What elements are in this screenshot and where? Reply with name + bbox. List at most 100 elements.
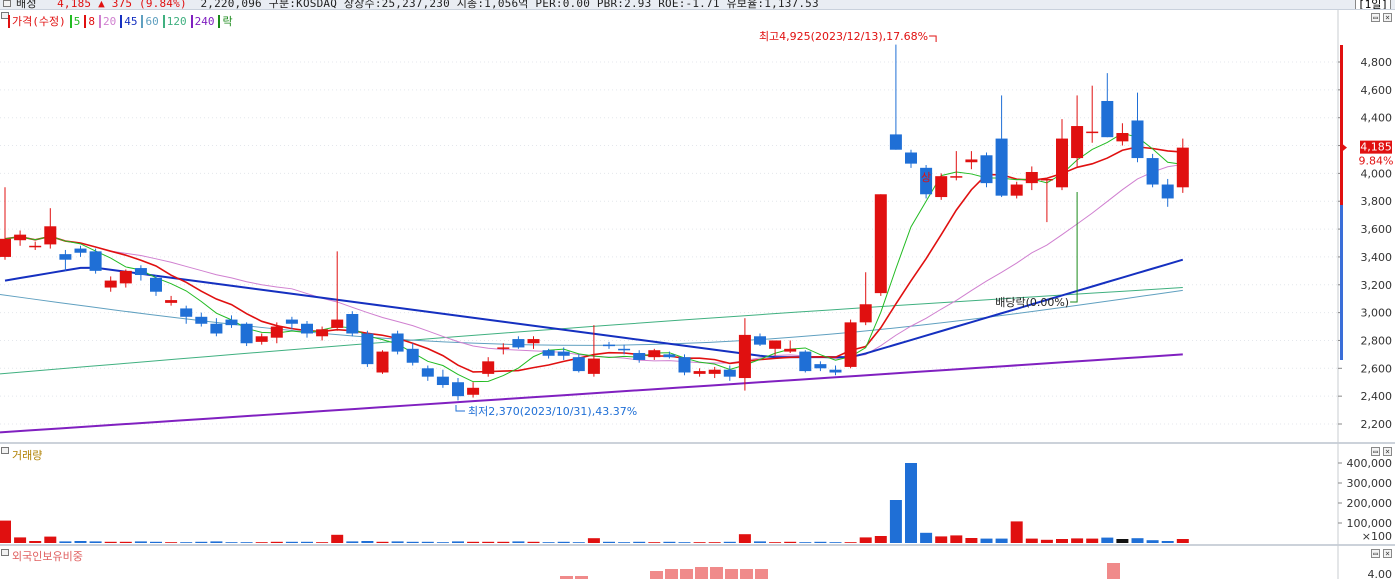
candle-body (391, 333, 404, 352)
price-tick-label: 2,400 (1361, 390, 1393, 403)
volume-bar (1086, 538, 1099, 543)
candle-body (376, 351, 389, 373)
volume-bar (754, 541, 766, 543)
volume-bar (467, 541, 480, 543)
candle-body (905, 152, 917, 164)
stock-price: 4,185 (57, 0, 92, 10)
candle-body (180, 308, 193, 317)
volume-bar (1146, 540, 1159, 543)
volume-bar (648, 542, 661, 543)
volume-bar (119, 541, 132, 543)
legend-item[interactable]: 20 (98, 15, 117, 28)
foreign-ratio-bar (665, 569, 678, 579)
candle-body (225, 319, 238, 326)
price-range-bar (1340, 45, 1343, 205)
volume-bar (814, 541, 827, 543)
legend-item[interactable]: 8 (84, 15, 95, 28)
candle-body (754, 336, 766, 345)
candle-body (210, 323, 223, 334)
close-icon[interactable]: × (1383, 13, 1392, 22)
volume-bar (150, 541, 162, 543)
volume-bar (829, 542, 842, 543)
candle-body (874, 194, 887, 294)
volume-bar (905, 463, 917, 543)
candle-body (1010, 184, 1023, 196)
volume-bar (889, 500, 902, 543)
legend-item[interactable]: 45 (120, 15, 138, 28)
candle-body (255, 336, 268, 342)
candle-body (950, 176, 963, 178)
foreign-ratio-bar (740, 569, 753, 579)
candle-body (512, 339, 525, 348)
volume-bar (784, 541, 797, 543)
volume-bar (14, 537, 27, 543)
candle-body (406, 348, 419, 363)
candle-body (648, 350, 661, 358)
minimize-icon[interactable]: ▭ (1371, 13, 1380, 22)
candle-body (301, 323, 313, 334)
panel-toggle-icon[interactable] (1, 447, 9, 454)
price-tick-label: 4,000 (1361, 167, 1393, 180)
legend-item[interactable]: 240 (190, 15, 215, 28)
stock-change-pct: (9.84%) (139, 0, 187, 10)
candle-body (134, 268, 147, 276)
candle-body (1101, 100, 1114, 138)
close-icon[interactable]: × (1383, 447, 1392, 456)
candle-body (74, 248, 87, 253)
price-tick-label: 2,200 (1361, 418, 1393, 431)
volume-bar (587, 538, 600, 543)
candle-body (965, 159, 978, 163)
legend-item[interactable]: 가격(수정) (8, 15, 66, 28)
volume-bar (436, 542, 449, 543)
candle-body (587, 358, 600, 374)
panel-toggle-icon[interactable] (1, 549, 9, 556)
legend-item[interactable]: 120 (162, 15, 187, 28)
legend-item[interactable]: 락 (218, 15, 233, 28)
volume-bar (89, 541, 102, 543)
volume-bar (663, 541, 676, 543)
volume-bar (452, 541, 464, 543)
candle-body (346, 314, 359, 334)
candle-body (678, 357, 691, 373)
volume-bar (331, 534, 344, 543)
volume-bar (920, 532, 933, 543)
volume-bar (1025, 538, 1038, 543)
high-annotation: 최고4,925(2023/12/13),17.68% (759, 30, 928, 43)
volume-bar (618, 542, 631, 543)
volume-bar (512, 541, 525, 543)
minimize-icon[interactable]: ▭ (1371, 549, 1380, 558)
volume-bar (572, 542, 585, 543)
menu-icon[interactable] (3, 0, 11, 7)
price-tick-label: 4,800 (1361, 56, 1393, 69)
candle-body (980, 155, 993, 184)
candle-body (738, 334, 751, 379)
price-tick-label: 3,400 (1361, 251, 1393, 264)
candle-body (482, 361, 495, 374)
period-selector[interactable]: [1일] (1355, 0, 1391, 9)
candle-body (663, 354, 676, 358)
candle-body (0, 238, 11, 257)
foreign-ratio-bar (680, 569, 693, 579)
candle-body (859, 304, 872, 323)
minimize-icon[interactable]: ▭ (1371, 447, 1380, 456)
volume-bar (270, 541, 283, 543)
legend-item[interactable]: 60 (141, 15, 159, 28)
panel-toggle-icon[interactable] (1, 12, 9, 19)
candle-body (270, 326, 283, 338)
foreign-ratio-bar (575, 576, 588, 579)
candle-body (542, 350, 555, 356)
volume-bar (421, 541, 434, 543)
close-icon[interactable]: × (1383, 549, 1392, 558)
volume-unit-label: ×100 (1362, 530, 1392, 543)
candle-body (708, 369, 721, 374)
volume-bar (859, 537, 872, 543)
legend-item[interactable]: 5 (69, 15, 81, 28)
price-tick-label: 3,000 (1361, 307, 1393, 320)
volume-bar (980, 538, 993, 543)
volume-bar (738, 534, 751, 543)
volume-bar (406, 541, 419, 543)
candle-body (59, 254, 72, 260)
stock-change: ▲ 375 (98, 0, 133, 10)
volume-bar (497, 541, 510, 543)
